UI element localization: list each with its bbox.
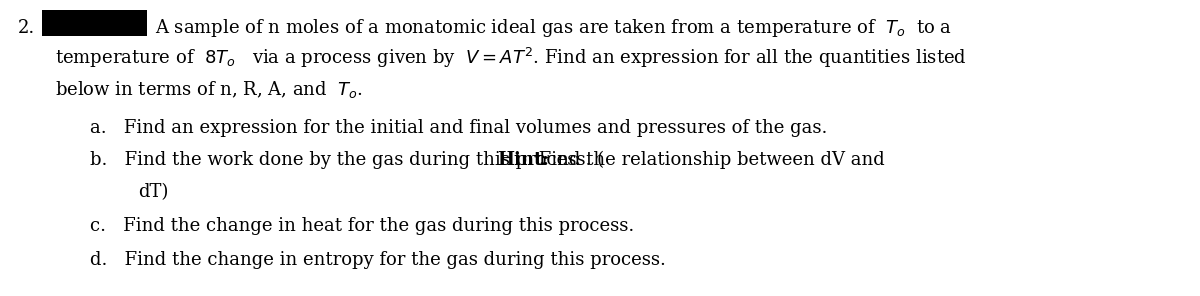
Text: dT): dT) xyxy=(138,183,168,201)
Text: c.   Find the change in heat for the gas during this process.: c. Find the change in heat for the gas d… xyxy=(90,217,635,235)
Text: Hint:: Hint: xyxy=(498,151,550,169)
Text: below in terms of n, R, A, and  $T_o$.: below in terms of n, R, A, and $T_o$. xyxy=(55,80,362,101)
Text: b.   Find the work done by the gas during this process. (: b. Find the work done by the gas during … xyxy=(90,151,604,169)
Text: temperature of  $8T_o$   via a process given by  $V = AT^2$. Find an expression : temperature of $8T_o$ via a process give… xyxy=(55,46,967,70)
Text: d.   Find the change in entropy for the gas during this process.: d. Find the change in entropy for the ga… xyxy=(90,251,666,269)
Text: 2.: 2. xyxy=(18,19,35,37)
Text: A sample of n moles of a monatomic ideal gas are taken from a temperature of  $T: A sample of n moles of a monatomic ideal… xyxy=(155,17,952,39)
Text: Find the relationship between dV and: Find the relationship between dV and xyxy=(533,151,886,169)
Text: a.   Find an expression for the initial and final volumes and pressures of the g: a. Find an expression for the initial an… xyxy=(90,119,827,137)
